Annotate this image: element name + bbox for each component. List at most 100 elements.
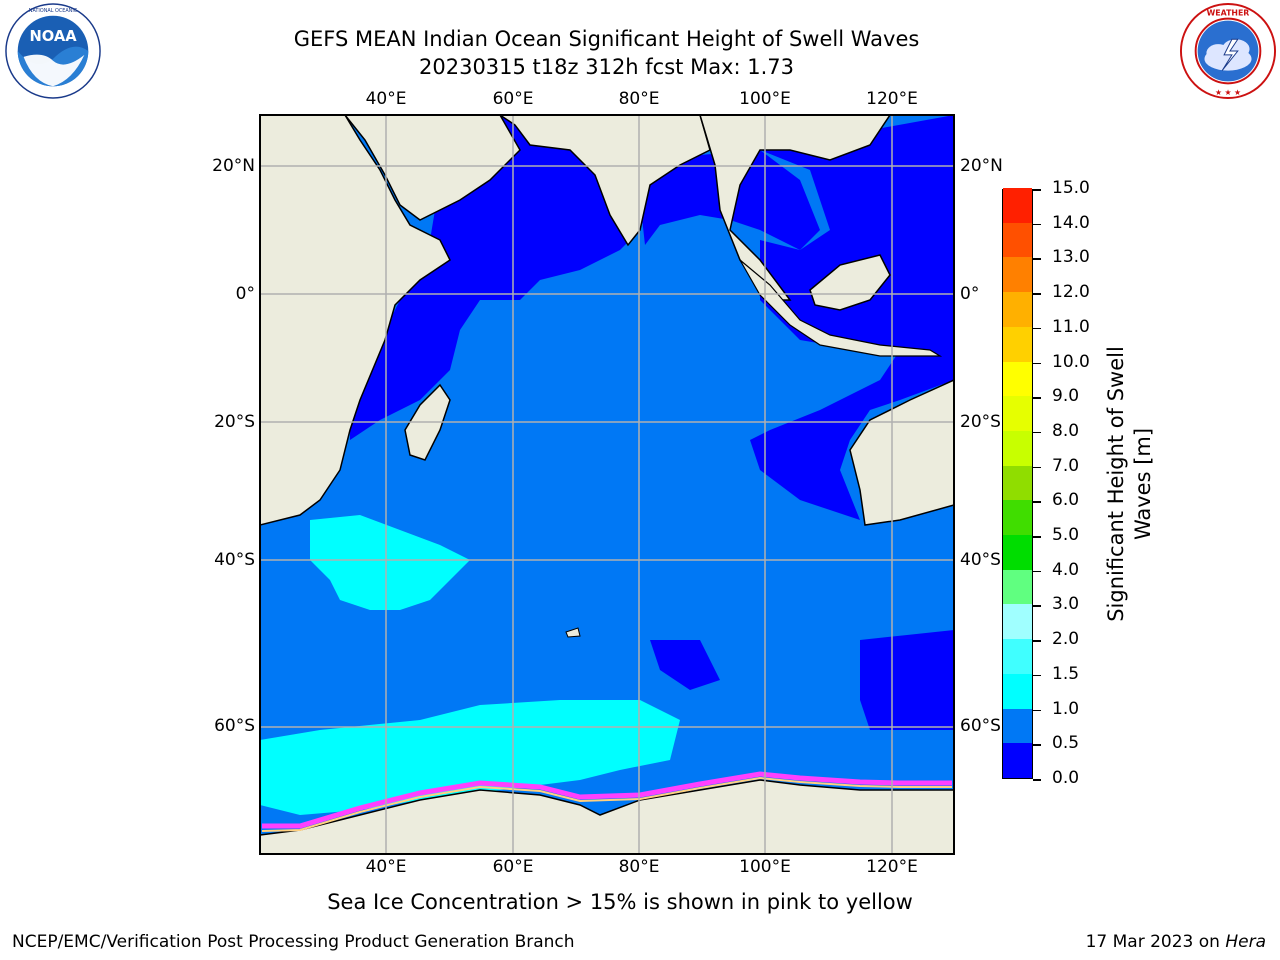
land-arabia [344, 115, 521, 221]
colorbar-swatch [1003, 361, 1032, 397]
colorbar-tick-label: 2.0 [1052, 629, 1080, 650]
colorbar-tick-label: 15.0 [1052, 178, 1090, 198]
lon-tick-top: 60°E [492, 89, 534, 109]
lat-tick-right: 20°S [960, 412, 1001, 432]
land-antarctica [260, 779, 954, 854]
colorbar-swatch [1003, 222, 1032, 258]
colorbar-tick-mark [1033, 362, 1041, 365]
lat-tick-right: 40°S [960, 550, 1001, 570]
colorbar-tick-mark [1033, 431, 1041, 434]
colorbar-tick-label: 0.0 [1052, 768, 1080, 788]
colorbar-swatch [1003, 569, 1032, 605]
colorbar-tick-mark [1033, 744, 1041, 746]
lon-tick-top: 40°E [365, 89, 407, 109]
colorbar-tick-label: 6.0 [1052, 490, 1080, 511]
svg-text:NATIONAL OCEANIC: NATIONAL OCEANIC [29, 8, 78, 14]
colorbar-title-line1: Significant Height of Swell [1104, 346, 1128, 622]
colorbar-tick-mark [1033, 709, 1041, 712]
colorbar-swatch [1003, 742, 1032, 778]
colorbar-swatch [1003, 326, 1032, 362]
colorbar-tick-label: 11.0 [1052, 316, 1090, 337]
colorbar-swatch [1003, 603, 1032, 640]
colorbar-tick-mark [1033, 640, 1041, 642]
colorbar-swatch [1003, 256, 1032, 293]
footer-date-text: 17 Mar 2023 on [1085, 932, 1226, 952]
svg-text:NOAA: NOAA [29, 28, 77, 45]
lon-tick-bottom: 60°E [492, 857, 534, 877]
colorbar-tick-mark [1033, 327, 1041, 330]
colorbar-tick-label: 0.5 [1052, 733, 1080, 754]
lat-tick-right: 0° [960, 284, 980, 304]
noaa-logo: NOAA NATIONAL OCEANIC [5, 3, 101, 99]
colorbar-tick-label: 1.0 [1052, 698, 1080, 719]
colorbar-tick-label: 4.0 [1052, 559, 1080, 580]
colorbar-tick-mark [1033, 536, 1041, 538]
colorbar-tick-mark [1033, 223, 1041, 226]
colorbar-tick-mark [1033, 674, 1041, 677]
low-swell-southeast [860, 630, 954, 730]
footer-host: Hera [1225, 932, 1266, 952]
colorbar-title-line2: Waves [m] [1131, 427, 1155, 541]
colorbar-tick-label: 12.0 [1052, 282, 1090, 303]
low-swell-patches [650, 640, 720, 690]
colorbar-tick-label: 10.0 [1052, 351, 1090, 372]
lat-tick-left: 40°S [214, 550, 255, 570]
low-swell-indonesia [750, 115, 954, 520]
chart-title: GEFS MEAN Indian Ocean Significant Heigh… [293, 27, 920, 51]
colorbar-swatch [1003, 465, 1032, 501]
colorbar-tick-label: 5.0 [1052, 525, 1080, 546]
colorbar-tick-label: 3.0 [1052, 594, 1080, 615]
lon-tick-bottom: 80°E [618, 857, 660, 877]
chart-subtitle: 20230315 t18z 312h fcst Max: 1.73 [419, 55, 794, 79]
land-southeast-asia [699, 115, 891, 301]
svg-text:WEATHER: WEATHER [1207, 9, 1250, 18]
colorbar-tick-label: 13.0 [1052, 247, 1090, 268]
colorbar-tick-mark [1033, 397, 1041, 399]
colorbar-swatch [1003, 291, 1032, 327]
colorbar-swatch [1003, 395, 1032, 431]
high-swell-south-atlantic [310, 515, 470, 610]
sea-ice-fringe [262, 771, 952, 829]
colorbar-tick-mark [1033, 258, 1041, 260]
colorbar-tick-mark [1033, 466, 1041, 469]
land-borneo [809, 254, 891, 311]
colorbar-tick-mark [1033, 605, 1041, 607]
land-sumatra-java [739, 259, 943, 357]
lat-tick-right: 60°S [960, 716, 1001, 736]
lon-tick-bottom: 40°E [365, 857, 407, 877]
sea-ice-fringe-inner [261, 776, 952, 832]
map-frame [259, 114, 955, 855]
colorbar-tick-mark [1033, 779, 1041, 781]
colorbar [1002, 187, 1033, 779]
colorbar-tick-label: 7.0 [1052, 455, 1080, 476]
footer-credit: NCEP/EMC/Verification Post Processing Pr… [12, 932, 575, 952]
colorbar-tick-mark [1033, 189, 1041, 191]
land-kerguelen [565, 627, 581, 638]
colorbar-tick-label: 14.0 [1052, 212, 1090, 233]
lat-tick-left: 0° [235, 284, 255, 304]
lat-tick-left: 20°S [214, 412, 255, 432]
lon-tick-bottom: 120°E [866, 857, 918, 877]
sea-ice-note: Sea Ice Concentration > 15% is shown in … [327, 890, 913, 914]
colorbar-swatch [1003, 673, 1032, 709]
lat-tick-left: 20°N [212, 156, 255, 176]
colorbar-swatch [1003, 534, 1032, 570]
colorbar-swatch [1003, 708, 1032, 744]
colorbar-swatch [1003, 187, 1032, 223]
low-swell-arabian-sea [350, 115, 640, 440]
colorbar-tick-mark [1033, 570, 1041, 573]
lon-tick-top: 120°E [866, 89, 918, 109]
lat-tick-right: 20°N [960, 156, 1003, 176]
nws-logo: WEATHER ★ ★ ★ [1179, 2, 1277, 100]
lon-tick-top: 100°E [739, 89, 791, 109]
footer-date: 17 Mar 2023 on Hera [1086, 932, 1266, 952]
colorbar-swatch [1003, 430, 1032, 466]
colorbar-tick-mark [1033, 293, 1041, 295]
high-swell-southern-ocean [260, 700, 680, 815]
colorbar-swatch [1003, 638, 1032, 674]
colorbar-tick-label: 8.0 [1052, 420, 1080, 441]
colorbar-tick-label: 1.5 [1052, 663, 1080, 684]
colorbar-swatch [1003, 499, 1032, 536]
